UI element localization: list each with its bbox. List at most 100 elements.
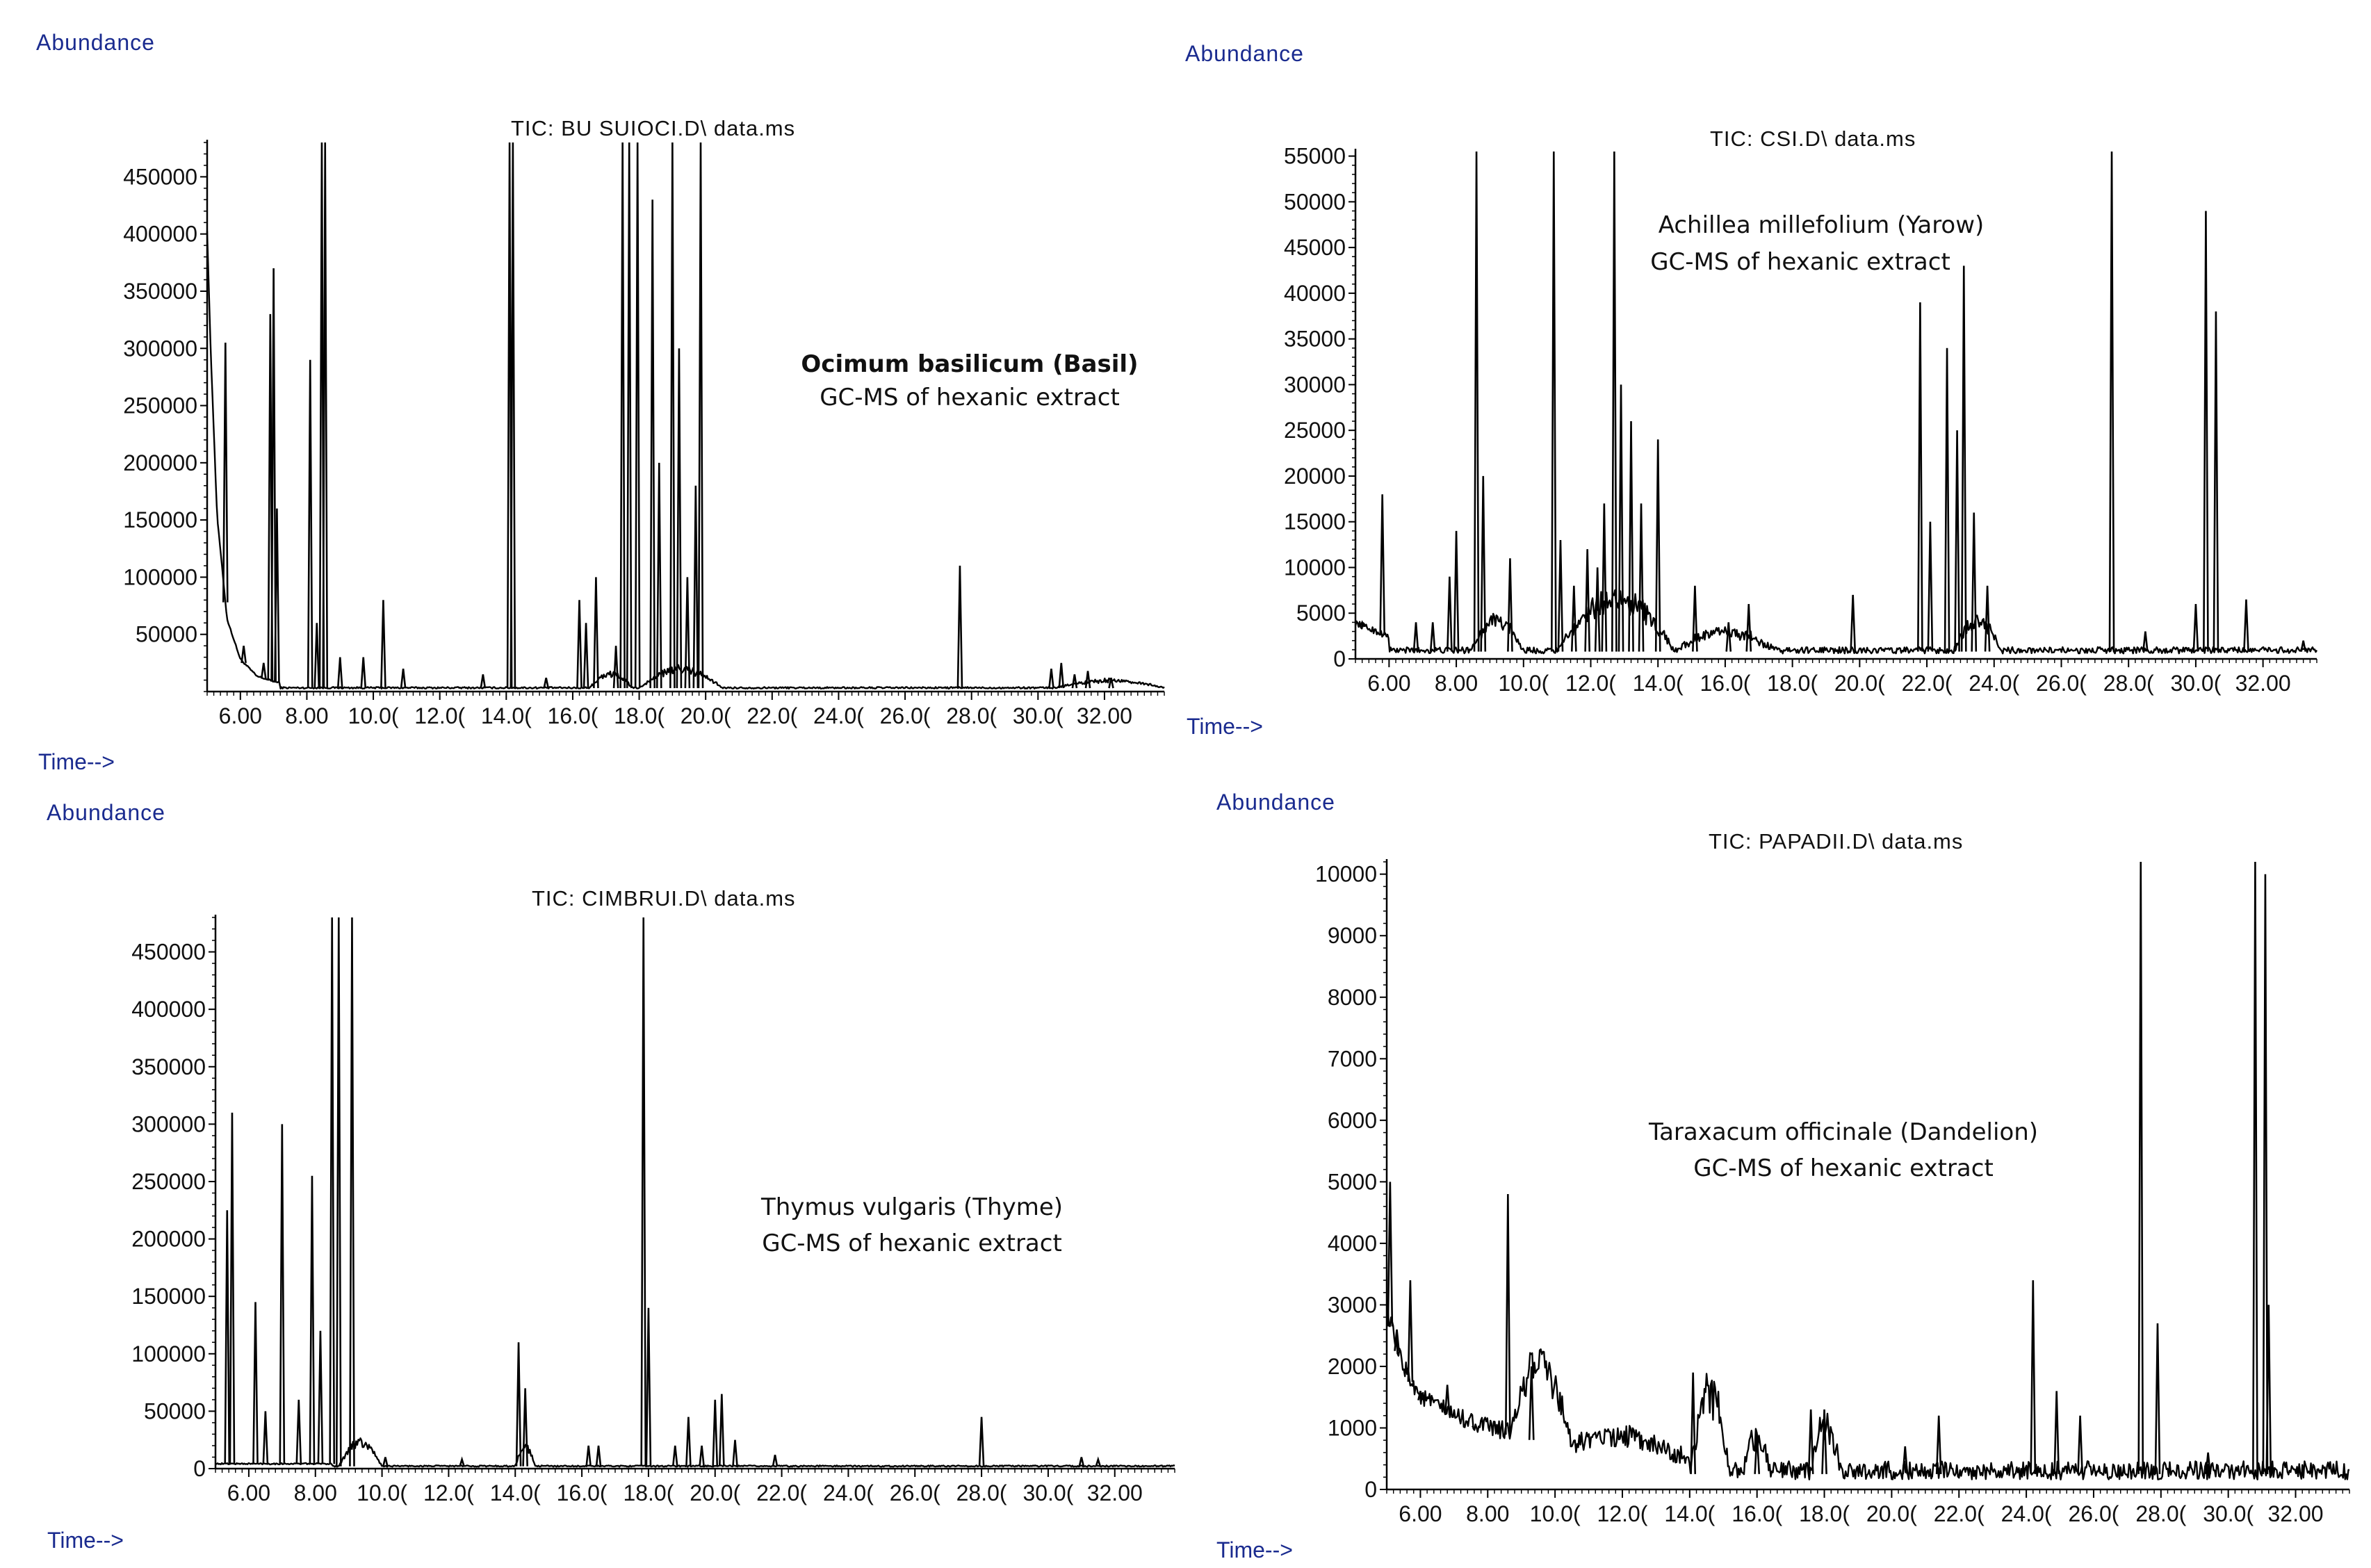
y-tick-label: 200000 [123, 450, 197, 475]
x-tick-label: 20.0( [681, 703, 731, 728]
y-tick-label: 450000 [123, 164, 197, 189]
chromatogram-peak [1086, 671, 1090, 688]
y-tick-label: 0 [193, 1456, 206, 1481]
x-tick-label: 26.0( [880, 703, 931, 728]
y-tick-label: 50000 [144, 1398, 206, 1423]
chromatogram-peak [1928, 522, 1932, 652]
chromatogram-peak [646, 1308, 651, 1467]
chromatogram-peak [318, 1331, 323, 1464]
y-tick-label: 1000 [1328, 1415, 1377, 1440]
x-tick-label: 10.0( [357, 1480, 407, 1505]
chromatogram-peak [350, 917, 354, 1467]
chromatogram-peak [621, 142, 625, 688]
trace-group [207, 142, 1164, 689]
chart-yarrow: Abundance TIC: CSI.D\ data.ms Achillea m… [1185, 0, 2371, 782]
x-tick-label: 30.0( [1022, 1480, 1073, 1505]
chromatogram-peak [1612, 152, 1616, 651]
chromatogram-peak [627, 142, 631, 688]
chromatogram-peak [338, 658, 342, 688]
chromatogram-peak [2253, 862, 2257, 1474]
chromatogram-peak [686, 1417, 690, 1467]
x-tick-label: 20.0( [1834, 671, 1885, 696]
x-tick-label: 6.00 [227, 1480, 270, 1505]
chromatogram-peak [323, 142, 327, 688]
chromatogram-peak [1431, 622, 1435, 651]
y-tick-label: 7000 [1328, 1046, 1377, 1071]
x-tick-label: 32.00 [2267, 1501, 2323, 1526]
chromatogram-peak [699, 142, 703, 688]
chromatogram-trace [1355, 590, 2317, 653]
tic-label: TIC: PAPADII.D\ data.ms [1709, 829, 1963, 854]
x-tick-label: 24.0( [1969, 671, 2019, 696]
annotation-subtitle: GC-MS of hexanic extract [1650, 248, 1950, 276]
x-tick-label: 20.0( [1866, 1501, 1917, 1526]
y-tick-label: 35000 [1284, 327, 1346, 352]
x-tick-label: 22.0( [1902, 671, 1953, 696]
chromatogram-peak [635, 142, 639, 688]
y-tick-label: 100000 [131, 1341, 206, 1366]
annotation-title: Ocimum basilicum (Basil) [801, 350, 1138, 378]
chromatogram-peak [523, 1388, 528, 1466]
y-tick-label: 4000 [1328, 1231, 1377, 1256]
chromatogram-peak [1414, 622, 1418, 651]
chromatogram-peak [1454, 531, 1458, 652]
x-tick-label: 26.0( [2036, 671, 2087, 696]
annotation-title: Taraxacum officinale (Dandelion) [1648, 1118, 2038, 1146]
x-tick-label: 32.00 [1087, 1480, 1143, 1505]
chromatogram-peak [242, 646, 246, 663]
x-tick-label: 14.0( [490, 1480, 541, 1505]
chromatogram-peak [1809, 1410, 1813, 1474]
chromatogram-peak [381, 600, 385, 688]
chromatogram-peak [657, 463, 661, 688]
chromatogram-peak [230, 1113, 234, 1464]
x-tick-label: 32.00 [2235, 671, 2291, 696]
y-tick-label: 300000 [131, 1111, 206, 1136]
annotation-subtitle: GC-MS of hexanic extract [820, 384, 1120, 411]
chromatogram-peak [1851, 595, 1855, 652]
chromatogram-peak [315, 623, 319, 688]
chromatogram-peak [1972, 513, 1976, 652]
chromatogram-peak [685, 577, 690, 688]
chromatogram-peak [700, 1446, 704, 1467]
chromatogram-peak [614, 646, 618, 688]
x-tick-label: 18.0( [1799, 1501, 1850, 1526]
x-axis-label: Time--> [1187, 714, 1263, 739]
y-tick-label: 5000 [1328, 1169, 1377, 1194]
y-tick-label: 250000 [131, 1169, 206, 1194]
y-tick-label: 150000 [131, 1284, 206, 1309]
chromatogram-peak [481, 674, 485, 688]
x-tick-label: 16.0( [557, 1480, 608, 1505]
chromatogram-peak [1474, 152, 1478, 651]
chromatogram-peak [1945, 348, 1949, 652]
x-tick-label: 12.0( [414, 703, 465, 728]
chromatogram-peak [1508, 558, 1512, 651]
chromatogram-peak [2203, 211, 2208, 651]
y-tick-label: 9000 [1328, 923, 1377, 948]
chromatogram-peak [2214, 311, 2218, 651]
x-tick-label: 14.0( [1633, 671, 1684, 696]
annotation-title: Achillea millefolium (Yarow) [1659, 211, 1985, 239]
y-tick-label: 50000 [136, 622, 197, 647]
chromatogram-peak [1551, 152, 1556, 651]
y-tick-label: 15000 [1284, 509, 1346, 534]
chromatogram-peak [308, 360, 312, 688]
chromatogram-peak [670, 142, 674, 688]
y-axis-label: Abundance [1216, 790, 1335, 815]
y-tick-label: 450000 [131, 940, 206, 965]
x-tick-label: 8.00 [1435, 671, 1478, 696]
y-tick-label: 10000 [1284, 555, 1346, 580]
y-tick-label: 8000 [1328, 985, 1377, 1010]
chromatogram-peak [330, 917, 334, 1464]
x-tick-label: 22.0( [747, 703, 797, 728]
chromatogram-peak [713, 1400, 717, 1467]
x-tick-label: 28.0( [2135, 1501, 2186, 1526]
chromatogram-peak [1639, 503, 1643, 651]
chromatogram-peak [225, 1210, 229, 1464]
y-tick-label: 10000 [1315, 862, 1377, 887]
chromatogram-peak [2194, 604, 2198, 651]
y-tick-label: 300000 [123, 336, 197, 361]
chromatogram-peak [596, 1446, 601, 1467]
chromatogram-peak [651, 199, 655, 688]
y-axis-label: Abundance [1185, 41, 1304, 66]
x-tick-label: 14.0( [1664, 1501, 1715, 1526]
